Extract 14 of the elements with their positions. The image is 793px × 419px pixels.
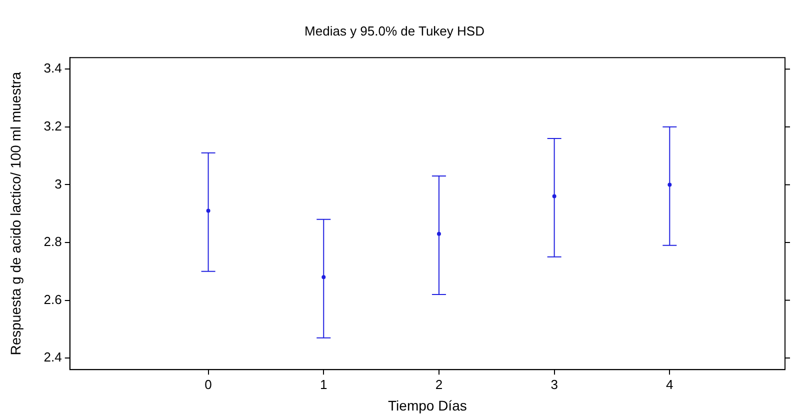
x-tick-label: 3 [550,376,558,392]
y-tick-label: 3 [54,176,62,192]
x-tick-label: 0 [204,376,212,392]
x-tick-label: 2 [435,376,443,392]
y-tick-label: 2.8 [44,234,62,250]
y-axis-title: Respuesta g de acido lactico/ 100 ml muestra [7,72,24,356]
y-tick-label: 2.4 [44,350,62,365]
y-tick-label: 3.2 [44,118,62,134]
y-tick-label: 2.6 [44,292,62,307]
y-tick-label: 3.4 [44,60,62,76]
chart-title: Medias y 95.0% de Tukey HSD [304,23,484,38]
x-tick-label: 4 [666,376,674,392]
x-axis-title: Tiempo Días [388,397,467,414]
x-tick-label: 1 [320,376,328,392]
